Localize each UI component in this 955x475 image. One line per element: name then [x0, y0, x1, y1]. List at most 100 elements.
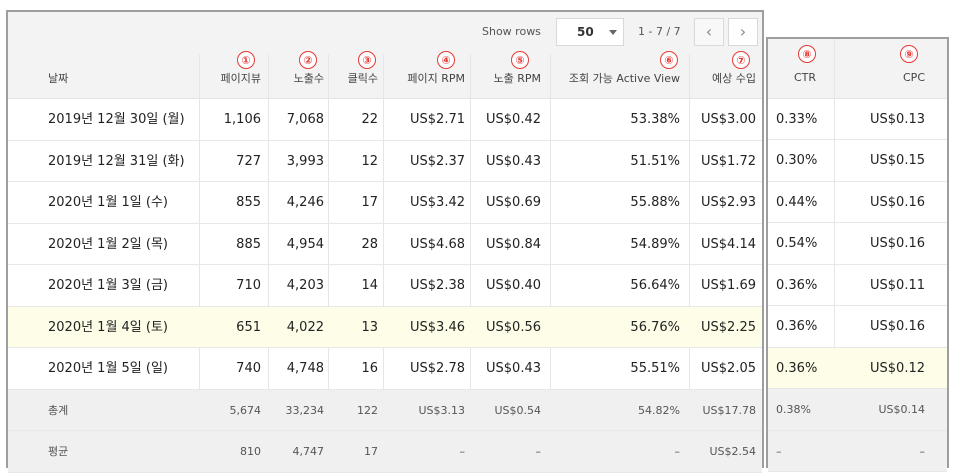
- column-divider: [834, 39, 835, 466]
- impressions-cell: 33,234: [285, 403, 325, 417]
- column-header-active-view[interactable]: 조회 가능 Active View: [568, 72, 680, 85]
- cpc-cell: US$0.12: [870, 360, 925, 376]
- active-view-cell: 54.82%: [638, 403, 680, 417]
- marker-8: ⑧: [798, 45, 816, 63]
- date-cell: 2020년 1월 3일 (금): [48, 278, 169, 293]
- estimated-earnings-cell: US$2.25: [701, 319, 756, 335]
- pageviews-cell: 740: [236, 361, 261, 376]
- pageviews-cell: 885: [236, 236, 261, 252]
- report-table-panel: Show rows 50 1 - 7 / 7 ‹ › 날짜 ① 페이지뷰 ② 노…: [6, 10, 764, 473]
- marker-1: ①: [237, 51, 255, 69]
- table-row: 2020년 1월 5일 (일) 740 4,748 16 US$2.78 US$0.43 5…: [8, 348, 762, 390]
- impression-rpm-cell: US$0.43: [486, 361, 541, 376]
- cpc-cell: US$0.15: [870, 153, 925, 168]
- estimated-earnings-cell: US$2.93: [701, 195, 756, 210]
- next-page-button[interactable]: ›: [728, 18, 758, 46]
- pageviews-cell: 810: [240, 445, 261, 458]
- clicks-cell: 12: [361, 153, 378, 169]
- column-header-page-rpm[interactable]: 페이지 RPM: [407, 72, 465, 85]
- ctr-cell: 0.44%: [776, 194, 818, 210]
- date-cell: 2019년 12월 31일 (화): [48, 153, 185, 169]
- date-cell: 평균: [48, 445, 69, 458]
- column-divider: [328, 54, 329, 468]
- column-header-pageviews[interactable]: 페이지뷰: [220, 72, 261, 85]
- cpc-cell: US$0.16: [870, 236, 925, 251]
- prev-page-button[interactable]: ‹: [694, 18, 724, 46]
- impression-rpm-cell: US$0.56: [486, 319, 541, 335]
- table-row: 2020년 1월 3일 (금) 710 4,203 14 US$2.38 US$0.40 5…: [8, 265, 762, 307]
- totals-row: 총계 5,674 33,234 122 US$3.13 US$0.54 54.82% US$1…: [8, 389, 762, 431]
- active-view-cell: 55.88%: [630, 195, 680, 210]
- pageviews-cell: 710: [236, 278, 261, 293]
- cpc-cell: US$0.11: [870, 277, 925, 293]
- impression-rpm-cell: US$0.43: [486, 153, 541, 169]
- page-rpm-cell: US$4.68: [410, 236, 465, 252]
- column-divider: [268, 54, 269, 468]
- column-header-impressions[interactable]: 노출수: [293, 72, 324, 85]
- active-view-cell: –: [674, 445, 681, 458]
- marker-3: ③: [358, 51, 376, 69]
- pageviews-cell: 855: [236, 195, 261, 210]
- estimated-earnings-cell: US$3.00: [701, 112, 756, 127]
- marker-5: ⑤: [511, 51, 529, 69]
- column-header-ctr[interactable]: CTR: [794, 71, 817, 84]
- date-cell: 총계: [48, 403, 69, 417]
- column-header-cpc[interactable]: CPC: [903, 71, 925, 84]
- date-cell: 2019년 12월 30일 (월): [48, 112, 185, 127]
- cpc-cell: –: [919, 444, 926, 458]
- estimated-earnings-cell: US$2.54: [709, 445, 756, 458]
- impression-rpm-cell: –: [535, 445, 542, 458]
- table-row: 0.36% US$0.11: [768, 265, 947, 306]
- totals-row: 0.38% US$0.14: [768, 389, 947, 431]
- clicks-cell: 17: [361, 195, 378, 210]
- ctr-cpc-panel: ⑧ CTR ⑨ CPC 0.33% US$0.13 0.30% US$0.15 0.44…: [766, 37, 949, 472]
- ctr-cell: 0.33%: [776, 111, 818, 127]
- clicks-cell: 16: [361, 361, 378, 376]
- date-cell: 2020년 1월 5일 (일): [48, 361, 169, 376]
- impressions-cell: 4,203: [286, 278, 324, 293]
- column-header-impression-rpm[interactable]: 노출 RPM: [493, 72, 541, 85]
- page-rpm-cell: US$2.71: [410, 112, 465, 127]
- table-toolbar: Show rows 50 1 - 7 / 7 ‹ ›: [8, 12, 762, 54]
- table-row: 0.30% US$0.15: [768, 140, 947, 182]
- impressions-cell: 4,747: [292, 445, 325, 458]
- column-header-date[interactable]: 날짜: [48, 72, 69, 85]
- marker-2: ②: [299, 51, 317, 69]
- ctr-cell: 0.36%: [776, 277, 818, 293]
- impression-rpm-cell: US$0.54: [494, 403, 541, 417]
- page-rpm-cell: US$2.37: [410, 153, 465, 169]
- table-row: 2019년 12월 31일 (화) 727 3,993 12 US$2.37 US$0.4…: [8, 141, 762, 182]
- table-header: 날짜 ① 페이지뷰 ② 노출수 ③ 클릭수 ④ 페이지 RPM ⑤ 노출 RPM…: [8, 51, 762, 99]
- column-header-clicks[interactable]: 클릭수: [347, 72, 378, 85]
- clicks-cell: 17: [364, 445, 378, 458]
- clicks-cell: 22: [361, 112, 378, 127]
- clicks-cell: 13: [361, 319, 378, 335]
- active-view-cell: 51.51%: [630, 153, 680, 169]
- chevron-right-icon: ›: [739, 22, 747, 41]
- table-row: 2020년 1월 4일 (토) 651 4,022 13 US$3.46 US$0.56 5…: [8, 306, 762, 348]
- date-cell: 2020년 1월 1일 (수): [48, 195, 169, 210]
- ctr-cell: 0.30%: [776, 153, 818, 168]
- table-row: 0.36% US$0.12: [768, 347, 947, 389]
- date-cell: 2020년 1월 2일 (목): [48, 236, 169, 252]
- impression-rpm-cell: US$0.69: [486, 195, 541, 210]
- impressions-cell: 7,068: [286, 112, 324, 127]
- table-row: 0.33% US$0.13: [768, 99, 947, 140]
- table-row: 2019년 12월 30일 (월) 1,106 7,068 22 US$2.71 US$0…: [8, 99, 762, 141]
- pageviews-cell: 1,106: [223, 112, 261, 127]
- column-header-estimated-earnings[interactable]: 예상 수입: [712, 72, 756, 85]
- table-row: 0.44% US$0.16: [768, 182, 947, 223]
- impressions-cell: 4,246: [286, 195, 324, 210]
- chevron-left-icon: ‹: [705, 22, 713, 41]
- active-view-cell: 54.89%: [630, 236, 680, 252]
- clicks-cell: 122: [357, 403, 378, 417]
- estimated-earnings-cell: US$1.72: [701, 153, 756, 169]
- rows-per-page-value: 50: [577, 25, 594, 39]
- pagination-range: 1 - 7 / 7: [638, 25, 681, 38]
- impression-rpm-cell: US$0.40: [486, 278, 541, 293]
- rows-per-page-select[interactable]: 50: [556, 18, 624, 46]
- column-divider: [383, 54, 384, 468]
- pageviews-cell: 5,674: [229, 403, 262, 417]
- page-rpm-cell: US$2.38: [410, 278, 465, 293]
- active-view-cell: 56.64%: [630, 278, 680, 293]
